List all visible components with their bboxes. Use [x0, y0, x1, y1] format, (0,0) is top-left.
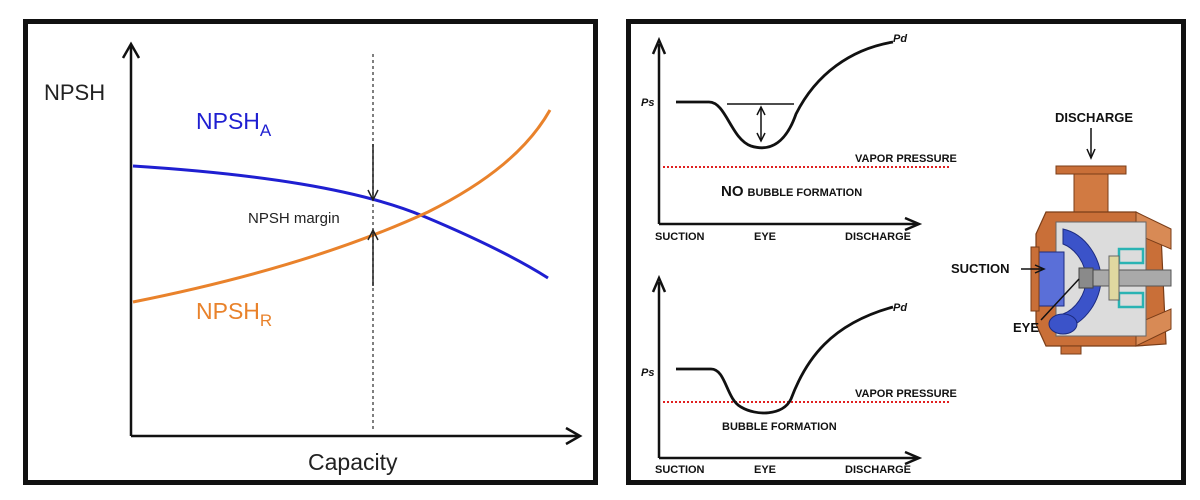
- y-axis-arrow: [121, 41, 141, 59]
- bottom-ps-label: Ps: [641, 367, 654, 379]
- top-vapor-pressure-label: VAPOR PRESSURE: [855, 153, 957, 165]
- volute-passage: [1048, 313, 1078, 335]
- gland: [1108, 255, 1120, 301]
- top-pd-label: Pd: [893, 33, 907, 45]
- npsh-chart: NPSH Capacity NPSH margin NPSHA NPSHR: [44, 41, 583, 475]
- bottom-y-axis-arrow: [651, 274, 667, 293]
- top-suction-label: SUCTION: [655, 231, 705, 243]
- shaft: [1085, 269, 1172, 287]
- bottom-eye-label: EYE: [754, 464, 776, 476]
- top-y-axis-arrow: [651, 36, 667, 55]
- top-ps-label: Ps: [641, 97, 654, 109]
- top-x-axis-arrow: [904, 216, 923, 232]
- top-pressure-diagram: Pd Ps VAPOR PRESSURE NO BUBBLE FORMATION …: [641, 33, 957, 243]
- top-pressure-curve: [676, 40, 894, 150]
- discharge-label: DISCHARGE: [1055, 110, 1133, 125]
- margin-arrow-up-head: [367, 228, 379, 241]
- bottom-x-axis-arrow: [904, 450, 923, 466]
- top-npsh-arrow-up: [756, 105, 766, 116]
- bottom-discharge-label: DISCHARGE: [845, 464, 911, 476]
- discharge-arrow-head: [1086, 148, 1096, 160]
- bottom-pressure-diagram: Pd Ps VAPOR PRESSURE BUBBLE FORMATION SU…: [641, 274, 957, 476]
- top-no-bubble-label: NO BUBBLE FORMATION: [721, 183, 862, 200]
- top-discharge-label: DISCHARGE: [845, 231, 911, 243]
- bottom-pd-label: Pd: [893, 302, 907, 314]
- npsh-margin-label: NPSH margin: [248, 210, 340, 227]
- impeller-nut: [1078, 267, 1094, 289]
- pump-pressure-panel: Pd Ps VAPOR PRESSURE NO BUBBLE FORMATION …: [626, 19, 1186, 485]
- x-axis-arrow: [565, 426, 583, 446]
- pump-pressure-diagram: Pd Ps VAPOR PRESSURE NO BUBBLE FORMATION …: [641, 33, 1172, 476]
- bottom-suction-label: SUCTION: [655, 464, 705, 476]
- top-eye-label: EYE: [754, 231, 776, 243]
- npshr-label: NPSHR: [196, 298, 272, 330]
- pump-cross-section: [1030, 165, 1172, 355]
- suction-nozzle: [1035, 251, 1065, 307]
- npsha-curve: [132, 164, 549, 280]
- y-axis-label: NPSH: [44, 80, 105, 105]
- npsh-chart-panel: NPSH Capacity NPSH margin NPSHA NPSHR: [23, 19, 598, 485]
- top-npsh-arrow-down: [756, 132, 766, 143]
- npsha-label: NPSHA: [196, 108, 272, 140]
- bottom-bubble-formation-label: BUBBLE FORMATION: [722, 421, 837, 433]
- suction-flange: [1030, 246, 1040, 312]
- discharge-nozzle: [1073, 173, 1109, 217]
- suction-arrow-head: [1034, 264, 1046, 274]
- bottom-vapor-pressure-label: VAPOR PRESSURE: [855, 388, 957, 400]
- bracket-lower: [1135, 308, 1172, 347]
- bottom-pressure-curve: [676, 305, 894, 415]
- npshr-curve: [132, 109, 552, 304]
- discharge-flange: [1055, 165, 1127, 175]
- suction-label: SUCTION: [951, 261, 1010, 276]
- eye-arrow: [1040, 278, 1080, 321]
- x-axis-label: Capacity: [308, 449, 398, 475]
- pump-foot: [1060, 345, 1082, 355]
- eye-label: EYE: [1013, 320, 1039, 335]
- margin-arrow-down-head: [367, 189, 379, 202]
